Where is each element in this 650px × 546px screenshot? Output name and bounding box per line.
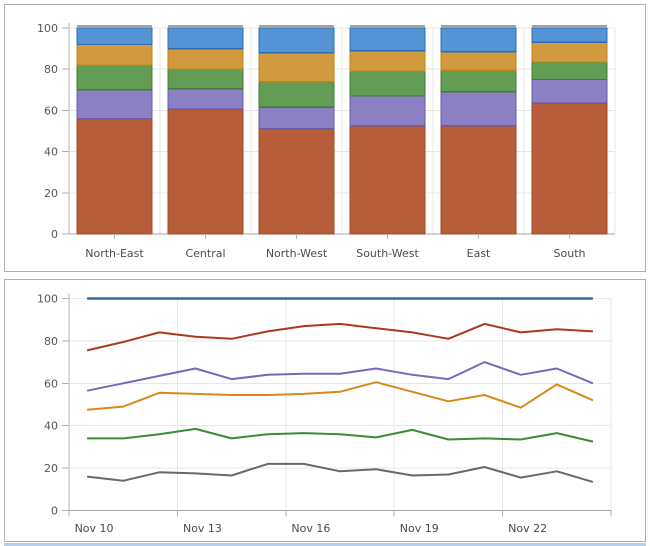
y-axis-tick-label: 60	[44, 377, 58, 390]
bar-segment-series-green-2[interactable]	[258, 80, 335, 109]
bar-segment-series-green-0[interactable]	[76, 64, 153, 91]
x-axis-category-label: South-West	[356, 247, 419, 260]
bar-segment-series-blue-0[interactable]	[76, 27, 153, 46]
bar-segment-series-brick-2[interactable]	[258, 128, 335, 235]
bar-segment-series-green-4[interactable]	[440, 69, 517, 93]
bar-cap	[77, 25, 152, 28]
x-axis-date-label: Nov 19	[400, 522, 439, 535]
x-axis-date-label: Nov 10	[75, 522, 114, 535]
y-axis-tick-label: 20	[44, 462, 58, 475]
bar-segment-series-orange-4[interactable]	[440, 50, 517, 71]
line-series-gray[interactable]	[86, 462, 594, 483]
bar-cap	[350, 25, 425, 28]
y-axis-tick-label: 100	[37, 22, 58, 35]
y-axis-tick-label: 0	[51, 228, 58, 241]
line-series-red[interactable]	[86, 322, 593, 352]
x-axis-category-label: East	[467, 247, 491, 260]
x-axis-category-label: North-East	[85, 247, 144, 260]
x-axis-category-label: South	[554, 247, 586, 260]
bar-cap	[532, 25, 607, 28]
y-axis-tick-label: 40	[44, 146, 58, 159]
bar-segment-series-orange-0[interactable]	[76, 43, 153, 66]
x-axis-date-label: Nov 22	[508, 522, 547, 535]
bar-segment-series-brick-5[interactable]	[531, 102, 608, 235]
stacked-bar-chart-panel: 0 20 40 60 80 100 North-East Central North-West S…	[4, 4, 646, 272]
bar-segment-series-blue-2[interactable]	[258, 27, 335, 54]
x-axis-category-label: North-West	[266, 247, 328, 260]
bar-segment-series-purple-0[interactable]	[76, 89, 153, 120]
bar-segment-series-brick-0[interactable]	[76, 117, 153, 235]
y-axis-tick-label: 60	[44, 104, 58, 117]
bar-segment-series-orange-3[interactable]	[349, 49, 426, 72]
y-axis-tick-label: 0	[51, 505, 58, 518]
line-chart-panel: 0 20 40 60 80 100 Nov 10 Nov 13 Nov 16 Nov 19 Nov …	[4, 279, 646, 542]
bar-segment-series-purple-1[interactable]	[167, 88, 244, 111]
bar-segment-series-purple-4[interactable]	[440, 91, 517, 127]
bar-segment-series-purple-2[interactable]	[258, 106, 335, 130]
y-axis-tick-label: 100	[37, 293, 58, 306]
bar-segment-series-blue-1[interactable]	[167, 27, 244, 50]
bar-segment-series-blue-3[interactable]	[349, 27, 426, 52]
bar-cap	[441, 25, 516, 28]
y-axis-tick-label: 80	[44, 63, 58, 76]
y-axis-tick-label: 40	[44, 420, 58, 433]
line-series-purple[interactable]	[86, 361, 594, 392]
x-axis-date-label: Nov 13	[183, 522, 222, 535]
line-series-orange[interactable]	[87, 381, 594, 411]
bar-segment-series-green-1[interactable]	[167, 68, 244, 90]
bar-segment-series-green-3[interactable]	[349, 70, 426, 97]
bar-segment-series-green-5[interactable]	[531, 61, 608, 81]
line-series-green[interactable]	[87, 427, 594, 443]
bar-segment-series-purple-5[interactable]	[531, 78, 608, 104]
x-axis-date-label: Nov 16	[291, 522, 330, 535]
bar-segment-series-brick-1[interactable]	[167, 108, 244, 235]
y-axis-tick-label: 20	[44, 187, 58, 200]
bar-cap	[259, 25, 334, 28]
bar-segment-series-brick-3[interactable]	[349, 125, 426, 235]
x-axis-category-label: Central	[185, 247, 225, 260]
bar-segment-series-blue-4[interactable]	[440, 27, 517, 53]
bar-cap	[168, 25, 243, 28]
y-axis-tick-label: 80	[44, 335, 58, 348]
bar-segment-series-purple-3[interactable]	[349, 95, 426, 127]
bottom-accent-strip	[4, 543, 646, 546]
bar-segment-series-brick-4[interactable]	[440, 125, 517, 235]
bar-segment-series-blue-5[interactable]	[531, 27, 608, 44]
line-chart[interactable]: 0 20 40 60 80 100 Nov 10 Nov 13 Nov 16 Nov 19 Nov …	[5, 280, 643, 539]
bar-segment-series-orange-2[interactable]	[258, 52, 335, 83]
bar-segment-series-orange-1[interactable]	[167, 47, 244, 70]
stacked-bar-chart[interactable]: 0 20 40 60 80 100 North-East Central North-West S…	[5, 5, 643, 269]
bar-segment-series-orange-5[interactable]	[531, 41, 608, 63]
